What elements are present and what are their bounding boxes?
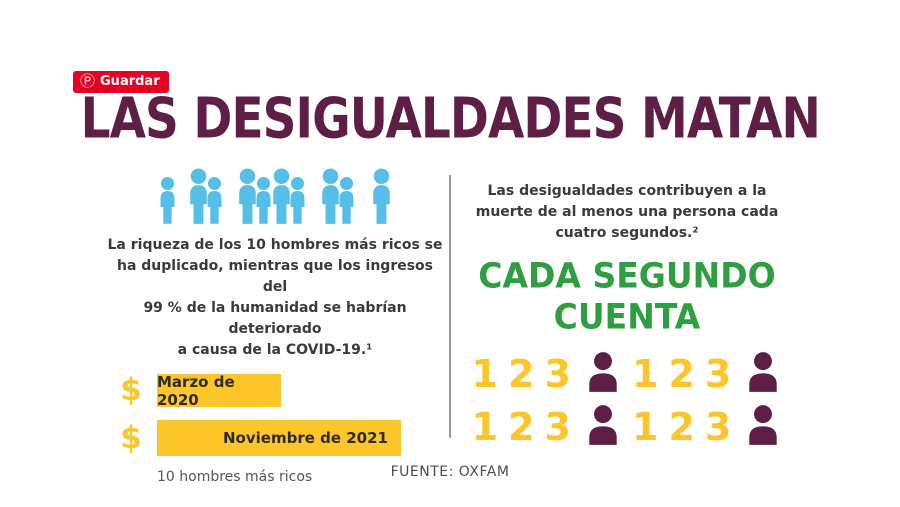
- pinterest-save-button[interactable]: Ⓟ Guardar: [73, 71, 169, 93]
- cada-segundo-heading: CADA SEGUNDO CUENTA: [462, 254, 792, 338]
- counter-digit: 2: [668, 404, 695, 449]
- wealth-paragraph-line: ha duplicado, mientras que los ingresos …: [116, 258, 434, 295]
- person-bust-icon: [586, 351, 620, 393]
- wealth-paragraph: La riqueza de los 10 hombres más ricos s…: [103, 235, 447, 361]
- deaths-paragraph-line: muerte de al menos una persona cada: [475, 204, 779, 220]
- bar-row-2021: $ Noviembre de 2021: [113, 420, 447, 456]
- counter-digit: 3: [704, 404, 732, 449]
- page-title: LAS DESIGUALDADES MATAN: [80, 86, 820, 151]
- counter-digit: 1: [632, 351, 659, 396]
- pinterest-save-label: Guardar: [100, 74, 160, 89]
- deaths-paragraph: Las desigualdades contribuyen a la muert…: [462, 181, 792, 244]
- person-icon: [235, 168, 260, 226]
- counter-digit: 1: [471, 351, 499, 396]
- person-icon: [157, 176, 178, 226]
- person-icon: [253, 176, 274, 226]
- counter-digit: 1: [471, 404, 499, 449]
- dollar-icon: $: [120, 372, 142, 408]
- counter-digit: 1: [632, 404, 659, 449]
- heading-line: CUENTA: [553, 295, 701, 337]
- person-bust-icon: [746, 404, 780, 446]
- wealth-paragraph-line: 99 % de la humanidad se habrían deterior…: [143, 300, 407, 337]
- person-icon: [336, 176, 357, 226]
- person-bust-icon: [586, 404, 620, 446]
- deaths-paragraph-line: cuatro segundos.²: [555, 225, 699, 241]
- bar-label: Marzo de 2020: [157, 372, 235, 409]
- bar-label: Noviembre de 2021: [223, 429, 388, 447]
- wealth-bar-chart: $ Marzo de 2020 $ Noviembre de 2021: [103, 372, 447, 456]
- column-divider: [449, 175, 451, 438]
- heading-line: CADA SEGUNDO: [478, 254, 776, 296]
- left-column: La riqueza de los 10 hombres más ricos s…: [103, 160, 447, 485]
- rich-men-pictogram: [103, 164, 447, 226]
- person-icon: [269, 168, 294, 226]
- counter-digit: 3: [704, 351, 732, 396]
- person-icon: [287, 176, 308, 226]
- pictogram-caption: 10 hombres más ricos: [157, 469, 313, 485]
- counter-digit: 3: [544, 351, 571, 396]
- wealth-paragraph-line: a causa de la COVID-19.¹: [177, 342, 373, 358]
- person-icon: [369, 168, 394, 226]
- wealth-bar: Noviembre de 2021: [157, 420, 401, 456]
- wealth-bar: Marzo de 2020: [157, 372, 281, 409]
- counter-digit: 3: [544, 404, 571, 449]
- counter-digit: 2: [508, 404, 535, 449]
- counter-digit: 2: [668, 351, 695, 396]
- dollar-icon: $: [120, 419, 142, 456]
- wealth-paragraph-line: La riqueza de los 10 hombres más ricos s…: [107, 237, 443, 253]
- person-icon: [318, 168, 343, 226]
- person-bust-icon: [746, 351, 780, 393]
- bar-row-2020: $ Marzo de 2020: [113, 372, 447, 409]
- person-icon: [204, 176, 225, 226]
- pinterest-icon: Ⓟ: [80, 72, 96, 90]
- source-footer: FUENTE: OXFAM: [390, 464, 510, 480]
- right-column: Las desigualdades contribuyen a la muert…: [462, 172, 792, 455]
- person-icon: [186, 168, 211, 226]
- counter-digit: 2: [508, 351, 535, 396]
- deaths-paragraph-line: Las desigualdades contribuyen a la: [487, 183, 767, 199]
